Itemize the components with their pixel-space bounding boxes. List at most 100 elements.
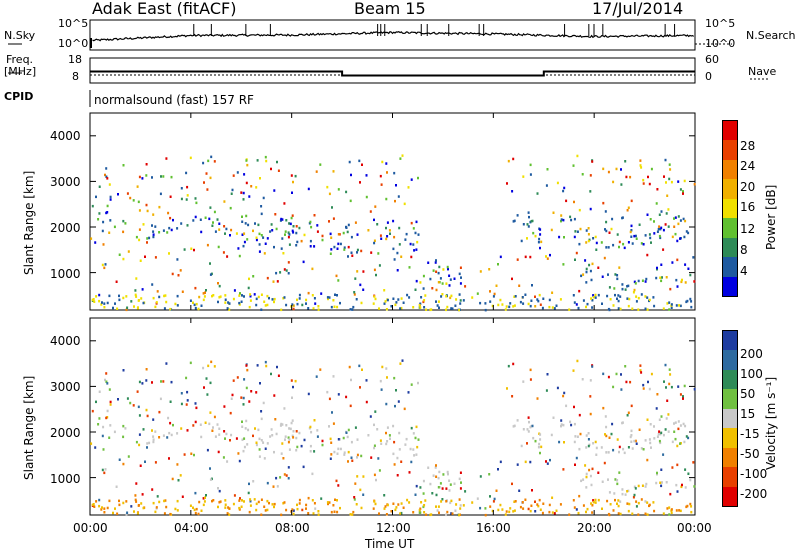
power-point xyxy=(321,238,324,242)
velocity-point xyxy=(592,500,595,504)
velocity-point xyxy=(260,513,263,516)
velocity-point xyxy=(646,513,649,516)
velocity-point xyxy=(310,430,313,434)
power-point xyxy=(394,199,396,203)
power-point xyxy=(629,230,632,234)
power-point xyxy=(495,284,498,287)
velocity-point xyxy=(422,505,425,509)
power-point xyxy=(311,267,314,271)
power-point xyxy=(292,225,295,228)
power-point xyxy=(180,197,183,201)
velocity-point xyxy=(538,442,541,446)
velocity-point xyxy=(587,432,590,435)
velocity-point xyxy=(186,390,189,394)
velocity-point xyxy=(419,507,422,510)
velocity-point xyxy=(126,397,129,400)
power-point xyxy=(518,284,521,287)
velocity-point xyxy=(664,363,667,367)
power-point xyxy=(138,228,141,231)
velocity-point xyxy=(591,365,594,368)
velocity-point xyxy=(264,509,267,512)
velocity-point xyxy=(379,439,382,442)
velocity-panel-frame xyxy=(89,317,696,516)
velocity-point xyxy=(652,501,655,504)
power-point xyxy=(644,234,647,237)
velocity-point xyxy=(95,400,97,404)
power-cb-tick: 28 xyxy=(740,139,756,153)
power-point xyxy=(648,182,651,186)
power-point xyxy=(264,242,267,245)
power-point xyxy=(334,293,336,296)
velocity-point xyxy=(152,501,155,505)
velocity-point xyxy=(679,509,682,513)
velocity-point xyxy=(255,443,258,447)
velocity-point xyxy=(373,446,376,450)
velocity-point xyxy=(659,441,662,445)
velocity-point xyxy=(664,428,667,431)
power-point xyxy=(585,281,588,284)
colorbar-segment xyxy=(723,257,737,277)
velocity-point xyxy=(243,378,246,381)
power-point xyxy=(689,273,692,277)
velocity-point xyxy=(350,378,352,382)
velocity-point xyxy=(648,503,651,507)
power-point xyxy=(668,308,671,311)
power-point xyxy=(346,230,349,234)
power-point xyxy=(296,298,298,302)
velocity-point xyxy=(194,491,197,495)
power-point xyxy=(329,252,332,255)
velocity-point xyxy=(307,496,310,500)
velocity-point xyxy=(424,499,427,502)
power-point xyxy=(198,295,201,299)
velocity-point xyxy=(404,443,407,446)
power-point xyxy=(284,233,286,236)
power-point xyxy=(229,206,232,210)
power-point xyxy=(595,241,598,245)
velocity-point xyxy=(646,458,649,462)
velocity-point xyxy=(539,508,542,511)
velocity-point xyxy=(551,496,554,499)
radar-title: Adak East (fitACF) xyxy=(92,0,237,18)
power-point xyxy=(100,303,103,306)
velocity-point xyxy=(356,456,358,459)
power-point xyxy=(542,297,545,300)
power-point xyxy=(224,294,227,297)
power-point xyxy=(140,297,143,300)
power-point xyxy=(647,175,649,179)
power-point xyxy=(347,223,350,227)
power-point xyxy=(90,237,93,240)
velocity-point xyxy=(513,500,516,503)
velocity-point xyxy=(108,388,111,391)
power-point xyxy=(217,282,219,285)
velocity-point xyxy=(103,507,106,510)
velocity-point xyxy=(97,423,100,426)
velocity-point xyxy=(291,419,294,422)
velocity-point xyxy=(445,487,448,490)
velocity-point xyxy=(464,490,467,493)
velocity-point xyxy=(661,481,663,484)
power-point xyxy=(285,219,288,222)
velocity-point xyxy=(348,365,351,369)
velocity-point xyxy=(181,495,184,498)
power-point xyxy=(626,297,629,300)
velocity-point xyxy=(441,487,444,490)
velocity-point xyxy=(238,459,241,463)
velocity-point xyxy=(321,443,324,447)
velocity-point xyxy=(176,499,179,503)
power-point xyxy=(298,226,301,230)
power-point xyxy=(591,160,594,163)
power-ytick: 1000 xyxy=(50,267,81,281)
velocity-point xyxy=(134,494,137,497)
velocity-point xyxy=(601,507,603,510)
power-point xyxy=(226,307,229,310)
velocity-point xyxy=(539,438,542,441)
power-point xyxy=(511,277,513,281)
velocity-point xyxy=(270,372,272,376)
power-point xyxy=(303,233,306,237)
velocity-point xyxy=(242,403,245,406)
power-colorbar xyxy=(722,120,738,297)
power-point xyxy=(378,307,380,310)
power-point xyxy=(211,224,214,227)
velocity-point xyxy=(93,505,96,508)
velocity-point xyxy=(406,498,409,502)
